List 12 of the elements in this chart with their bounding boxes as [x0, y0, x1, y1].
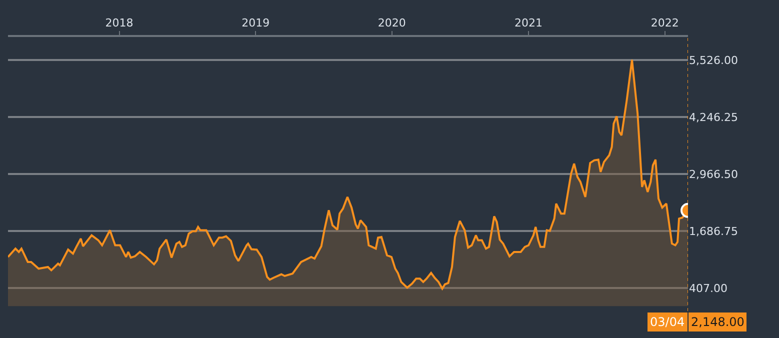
x-tick-label: 2022: [650, 16, 679, 30]
y-tick-label: 4,246.25: [689, 110, 738, 124]
y-tick-label: 1,686.75: [689, 224, 738, 238]
x-tick-label: 2021: [514, 16, 543, 30]
x-tick-label: 2020: [378, 16, 406, 30]
text: 03/04: [650, 315, 685, 329]
x-tick-label: 2019: [242, 16, 270, 30]
y-tick-label: 2,966.50: [689, 168, 738, 181]
x-tick-label: 2018: [105, 16, 134, 30]
y-tick-label: 5,526.00: [689, 54, 738, 67]
y-tick-label: 407.00: [689, 282, 728, 295]
text: 2,148.00: [691, 315, 744, 329]
